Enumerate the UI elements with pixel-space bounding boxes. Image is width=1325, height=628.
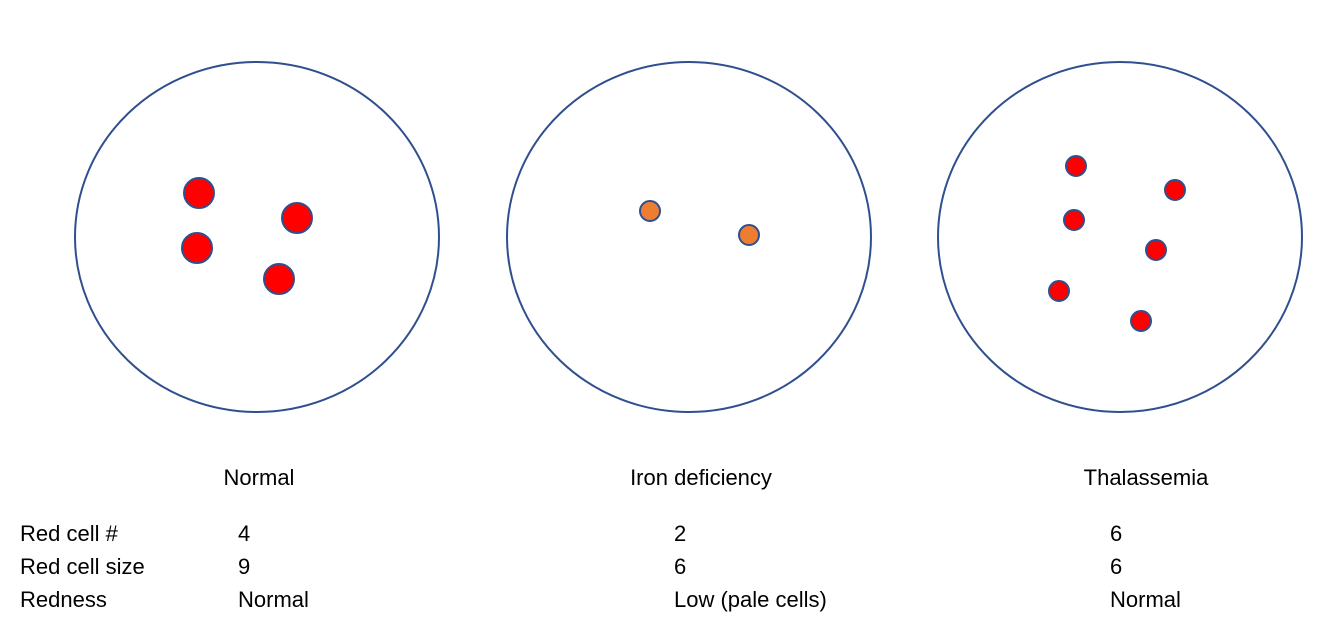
- panel-title-iron-deficiency: Iron deficiency: [630, 465, 772, 490]
- value-normal: Normal: [238, 587, 309, 612]
- row-label: Redness: [20, 587, 107, 612]
- panel-normal: [74, 61, 440, 413]
- value-thalassemia: Normal: [1110, 587, 1181, 612]
- red-cell: [281, 202, 313, 234]
- pale-red-cell: [639, 200, 661, 222]
- small-red-cell: [1145, 239, 1167, 261]
- panel-title-thalassemia: Thalassemia: [1083, 465, 1209, 490]
- value-iron-deficiency: 6: [674, 554, 687, 579]
- value-iron-deficiency: 2: [674, 521, 687, 546]
- panel-thalassemia: [937, 61, 1303, 413]
- value-thalassemia: 6: [1110, 554, 1123, 579]
- small-red-cell: [1048, 280, 1070, 302]
- panel-iron-deficiency: [506, 61, 872, 413]
- value-iron-deficiency: Low (pale cells): [674, 587, 827, 612]
- red-cell: [181, 232, 213, 264]
- small-red-cell: [1065, 155, 1087, 177]
- panel-title-normal: Normal: [223, 465, 295, 490]
- row-label: Red cell size: [20, 554, 145, 579]
- red-cell: [183, 177, 215, 209]
- value-thalassemia: 6: [1110, 521, 1123, 546]
- small-red-cell: [1130, 310, 1152, 332]
- value-normal: 9: [238, 554, 251, 579]
- smear-circle-normal: [74, 61, 440, 413]
- small-red-cell: [1063, 209, 1085, 231]
- smear-circle-thalassemia: [937, 61, 1303, 413]
- value-normal: 4: [238, 521, 251, 546]
- row-label: Red cell #: [20, 521, 118, 546]
- red-cell: [263, 263, 295, 295]
- small-red-cell: [1164, 179, 1186, 201]
- pale-red-cell: [738, 224, 760, 246]
- smear-circle-iron-deficiency: [506, 61, 872, 413]
